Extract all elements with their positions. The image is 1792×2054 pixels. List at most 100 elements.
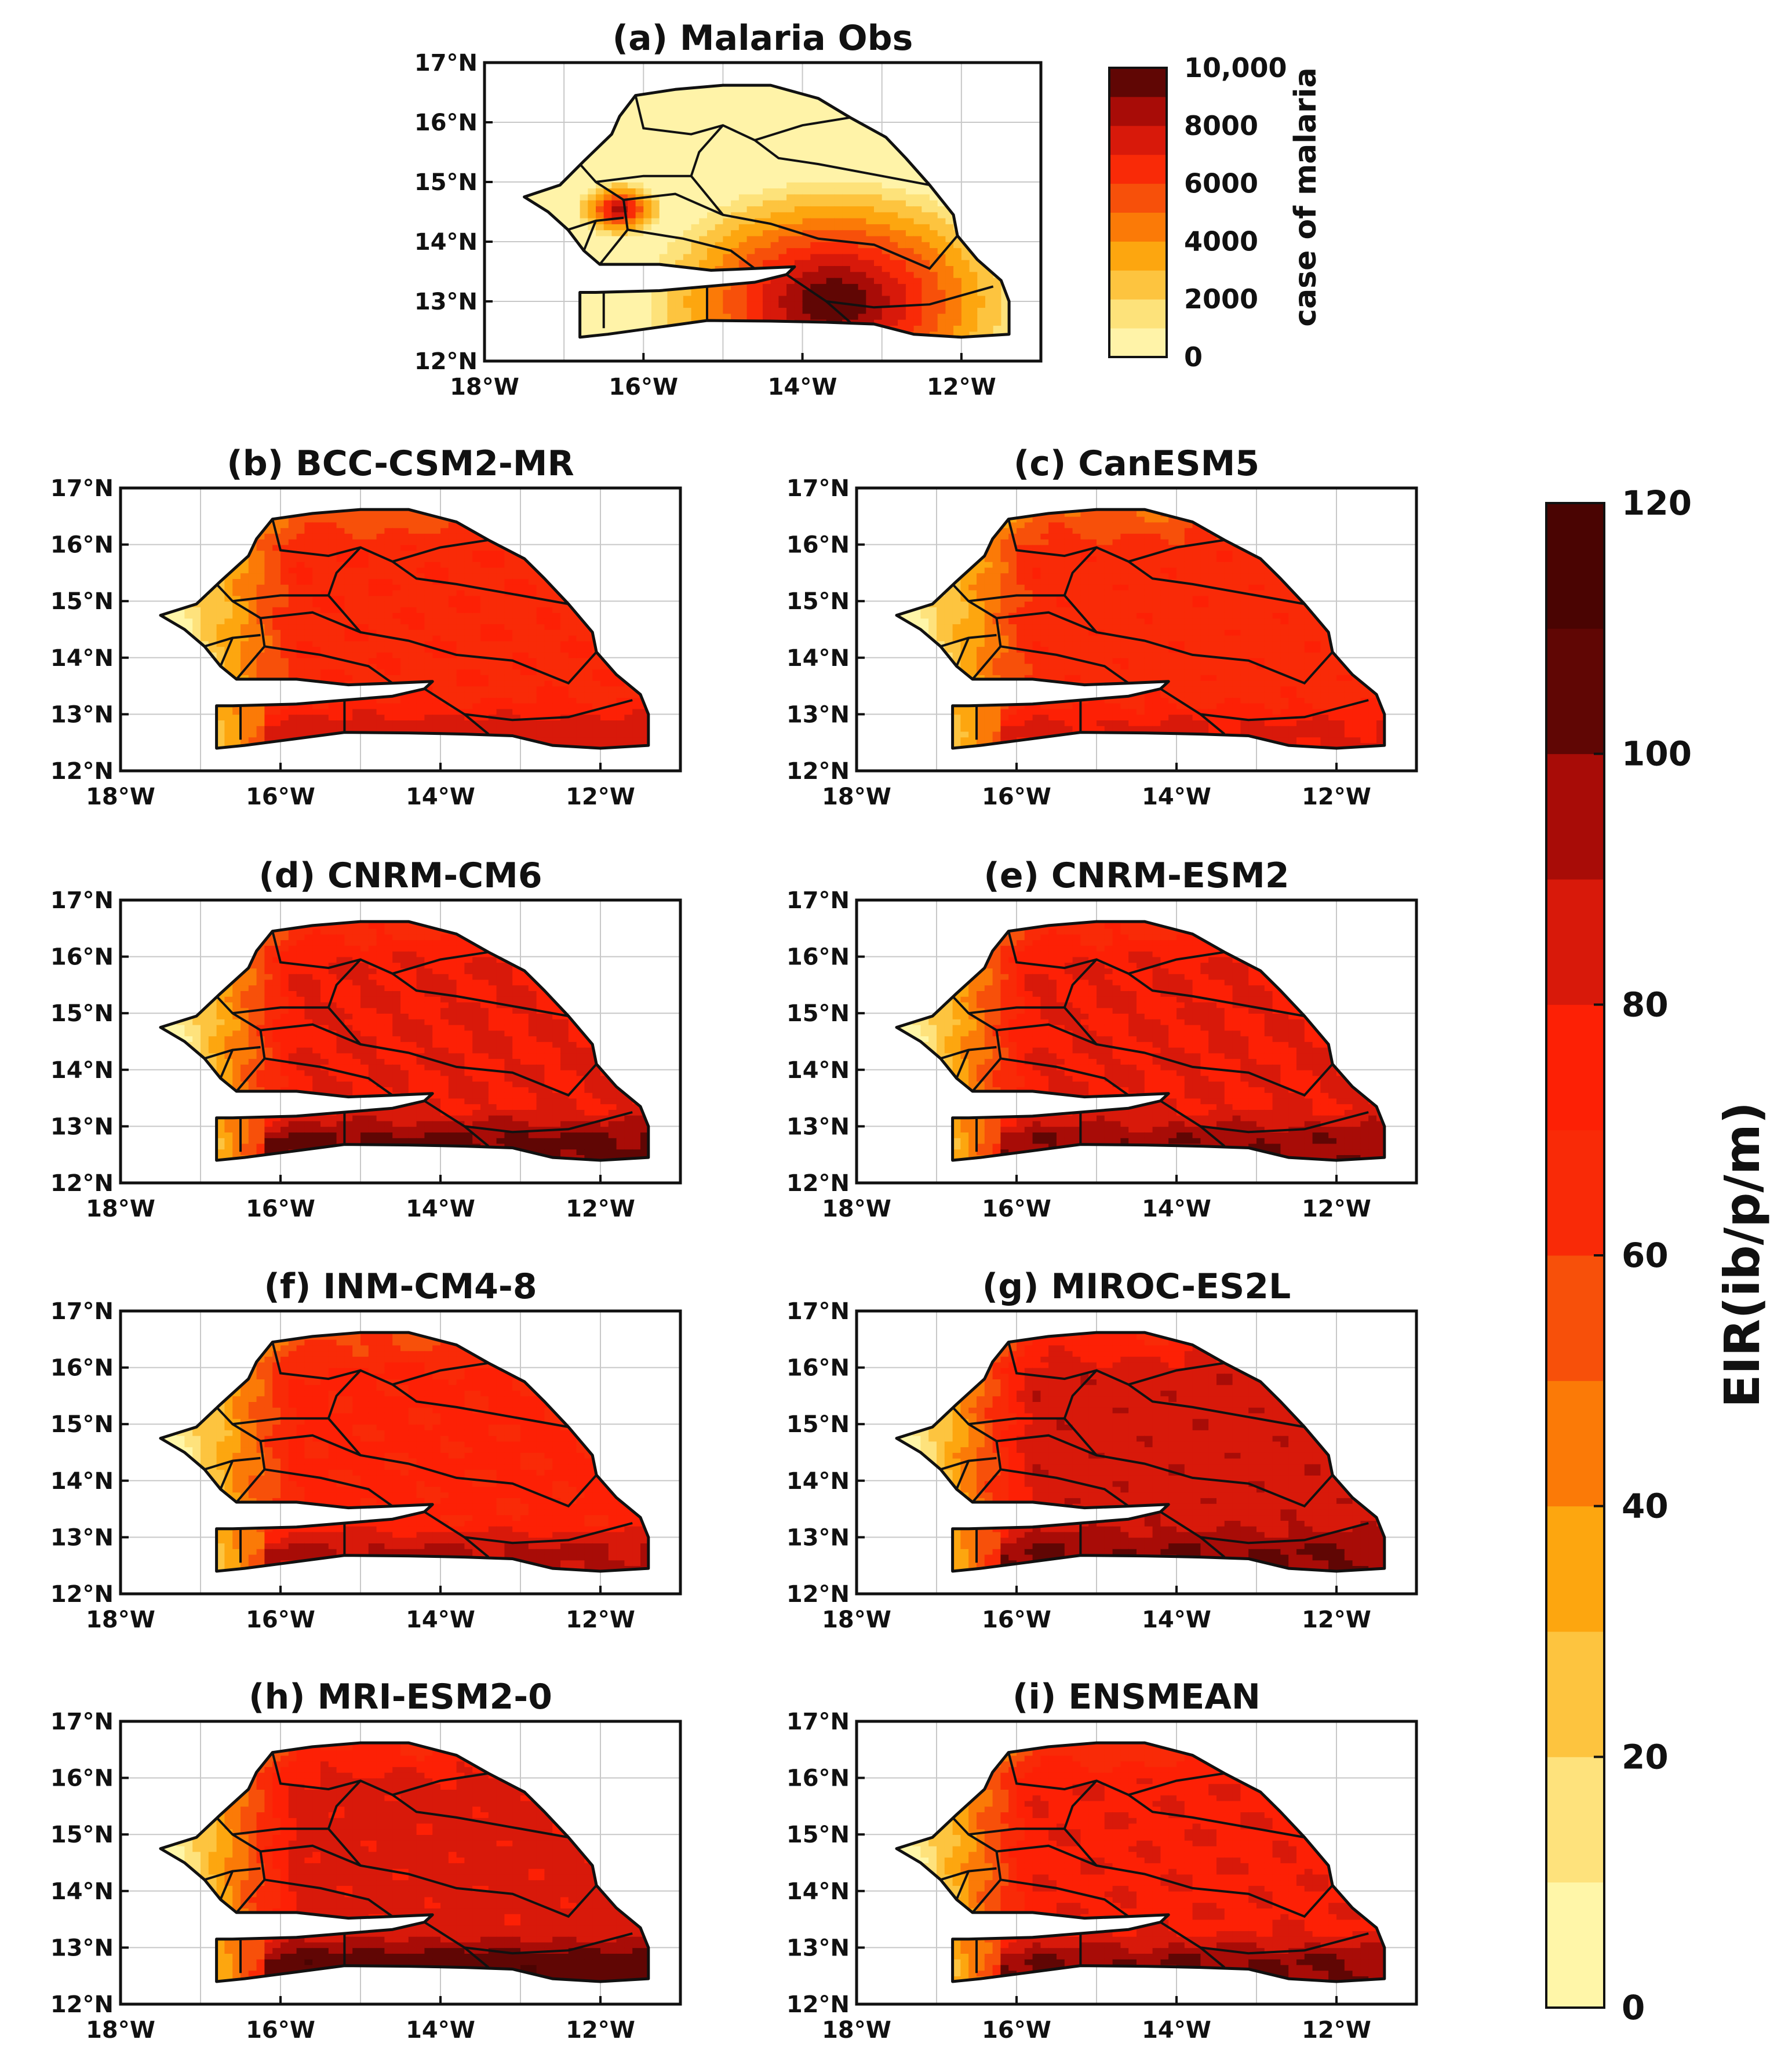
field-cell <box>794 110 803 117</box>
field-cell <box>858 182 867 189</box>
field-cell <box>635 104 644 111</box>
field-cell <box>488 680 497 687</box>
field-cell <box>328 538 337 545</box>
field-cell <box>456 697 465 704</box>
field-cell <box>715 146 724 153</box>
field-cell <box>945 212 954 218</box>
field-cell <box>794 242 803 249</box>
field-cell <box>304 607 313 613</box>
field-cell <box>810 307 819 314</box>
field-cell <box>675 217 684 224</box>
field-cell <box>620 325 628 332</box>
field-cell <box>778 170 787 177</box>
field-cell <box>738 140 748 147</box>
field-cell <box>763 98 771 105</box>
field-cell <box>627 128 636 135</box>
field-cell <box>520 635 529 642</box>
field-cell <box>392 607 401 613</box>
field-cell <box>969 265 978 272</box>
field-cell <box>627 104 636 111</box>
field-cell <box>770 128 780 135</box>
field-cell <box>424 646 433 653</box>
field-cell <box>826 212 835 218</box>
field-cell <box>248 589 257 596</box>
field-cell <box>304 561 313 568</box>
y-tick-label: 14°N <box>414 229 478 256</box>
field-cell <box>408 720 417 726</box>
field-cell <box>392 511 401 517</box>
field-cell <box>874 253 883 260</box>
field-cell <box>770 98 780 105</box>
field-cell <box>320 669 329 675</box>
field-cell <box>858 128 867 135</box>
field-cell <box>922 295 930 302</box>
field-cell <box>432 589 441 596</box>
field-cell <box>763 182 771 189</box>
field-cell <box>448 601 457 607</box>
field-cell <box>440 556 449 562</box>
field-cell <box>384 544 393 551</box>
field-cell <box>699 122 708 129</box>
field-cell <box>922 283 930 290</box>
field-cell <box>794 92 803 99</box>
field-cell <box>635 235 644 242</box>
field-cell <box>802 199 811 206</box>
field-cell <box>408 702 417 709</box>
field-cell <box>691 152 700 159</box>
field-cell <box>232 720 241 726</box>
field-cell <box>580 331 589 337</box>
field-cell <box>746 188 756 195</box>
field-cell <box>620 110 628 117</box>
field-cell <box>818 110 827 117</box>
field-cell <box>488 635 497 642</box>
field-cell <box>464 663 473 670</box>
field-cell <box>208 629 217 636</box>
field-cell <box>488 708 497 715</box>
field-cell <box>707 224 716 231</box>
field-cell <box>691 242 700 249</box>
field-cell <box>858 217 867 224</box>
field-cell <box>898 182 906 189</box>
field-cell <box>520 652 529 658</box>
field-cell <box>945 265 954 272</box>
field-cell <box>512 686 521 693</box>
map-panel: 18°W 16°W 14°W 12°W12°N13°N14°N15°N16°N17°N… <box>414 18 1043 400</box>
field-cell <box>969 307 978 314</box>
field-cell <box>866 199 875 206</box>
field-cell <box>898 277 906 284</box>
field-cell <box>778 289 787 296</box>
field-cell <box>905 295 915 302</box>
field-cell <box>763 313 771 320</box>
field-cell <box>930 206 938 213</box>
field-cell <box>826 271 835 278</box>
field-cell <box>368 640 377 647</box>
field-cell <box>715 140 724 147</box>
field-cell <box>874 319 883 326</box>
field-cell <box>312 516 321 523</box>
field-cell <box>524 194 533 201</box>
field-cell <box>256 657 265 664</box>
field-cell <box>786 224 795 231</box>
field-cell <box>448 624 457 630</box>
field-cell <box>715 176 724 183</box>
field-cell <box>480 720 489 726</box>
field-cell <box>842 146 851 153</box>
field-cell <box>368 702 377 709</box>
field-cell <box>480 669 489 675</box>
field-cell <box>651 212 660 218</box>
field-cell <box>818 182 827 189</box>
field-cell <box>810 242 819 249</box>
field-cell <box>707 217 716 224</box>
field-cell <box>794 235 803 242</box>
field-cell <box>890 194 898 201</box>
field-cell <box>930 295 938 302</box>
field-cell <box>432 612 441 619</box>
field-cell <box>448 578 457 585</box>
field-cell <box>472 561 481 568</box>
field-cell <box>746 295 756 302</box>
field-cell <box>360 652 369 658</box>
field-cell <box>488 567 497 574</box>
field-cell <box>368 533 377 540</box>
field-cell <box>603 253 613 260</box>
field-cell <box>464 669 473 675</box>
